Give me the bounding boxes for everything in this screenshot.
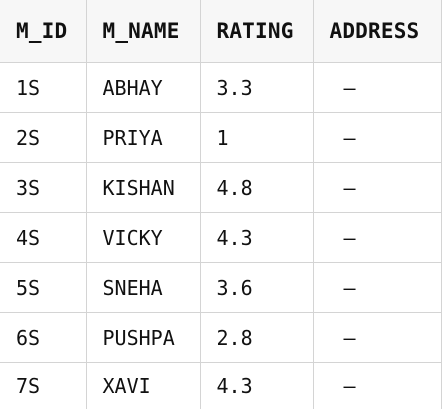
cell-address: – (312, 162, 442, 213)
table-row[interactable]: 4S VICKY 4.3 – (0, 212, 442, 263)
cell-m-id: 6S (0, 312, 87, 363)
table-row[interactable]: 1S ABHAY 3.3 – (0, 62, 442, 113)
header-row: M_ID M_NAME RATING ADDRESS (0, 0, 442, 63)
table-row[interactable]: 5S SNEHA 3.6 – (0, 262, 442, 313)
cell-m-id: 2S (0, 112, 87, 163)
cell-address: – (312, 312, 442, 363)
cell-m-name: ABHAY (85, 62, 201, 113)
cell-address: – (312, 212, 442, 263)
column-header-m-id[interactable]: M_ID (0, 0, 87, 63)
table-row[interactable]: 6S PUSHPA 2.8 – (0, 312, 442, 363)
cell-address: – (312, 262, 442, 313)
cell-address: – (312, 112, 442, 163)
cell-rating: 3.6 (199, 262, 314, 313)
cell-address: – (312, 362, 442, 409)
cell-rating: 2.8 (199, 312, 314, 363)
column-header-m-name[interactable]: M_NAME (85, 0, 201, 63)
table-header: M_ID M_NAME RATING ADDRESS (0, 0, 442, 63)
cell-m-name: VICKY (85, 212, 201, 263)
cell-m-name: KISHAN (85, 162, 201, 213)
table-row[interactable]: 7S XAVI 4.3 – (0, 362, 442, 409)
cell-rating: 4.3 (199, 212, 314, 263)
cell-m-name: PUSHPA (85, 312, 201, 363)
column-header-address[interactable]: ADDRESS (312, 0, 442, 63)
cell-m-name: SNEHA (85, 262, 201, 313)
cell-m-id: 3S (0, 162, 87, 213)
cell-address: – (312, 62, 442, 113)
cell-m-id: 7S (0, 362, 87, 409)
cell-rating: 1 (199, 112, 314, 163)
cell-m-id: 5S (0, 262, 87, 313)
cell-rating: 4.3 (199, 362, 314, 409)
table-body: 1S ABHAY 3.3 – 2S PRIYA 1 – 3S KISHAN 4.… (0, 62, 442, 409)
column-header-rating[interactable]: RATING (199, 0, 314, 63)
table-row[interactable]: 3S KISHAN 4.8 – (0, 162, 442, 213)
cell-m-name: PRIYA (85, 112, 201, 163)
cell-rating: 4.8 (199, 162, 314, 213)
cell-rating: 3.3 (199, 62, 314, 113)
cell-m-name: XAVI (85, 362, 201, 409)
cell-m-id: 1S (0, 62, 87, 113)
table-row[interactable]: 2S PRIYA 1 – (0, 112, 442, 163)
cell-m-id: 4S (0, 212, 87, 263)
